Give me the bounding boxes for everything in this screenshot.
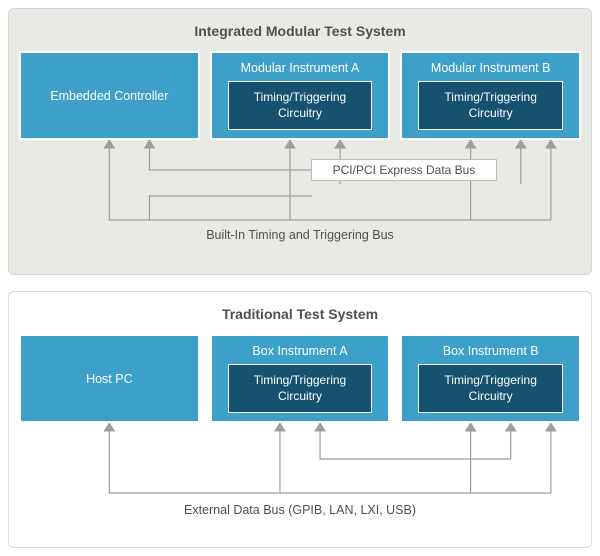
integrated-wires bbox=[19, 140, 581, 260]
box-instrument-a-block: Box Instrument A Timing/Triggering Circu… bbox=[210, 334, 391, 423]
timing-bus-caption: Built-In Timing and Triggering Bus bbox=[19, 228, 581, 242]
integrated-blocks-row: Embedded Controller Modular Instrument A… bbox=[19, 51, 581, 140]
modular-instrument-a-inner: Timing/Triggering Circuitry bbox=[228, 81, 373, 130]
traditional-panel: Traditional Test System Host PC Box Inst… bbox=[8, 291, 592, 548]
modular-instrument-b-inner: Timing/Triggering Circuitry bbox=[418, 81, 563, 130]
traditional-bus-area: External Data Bus (GPIB, LAN, LXI, USB) bbox=[19, 423, 581, 533]
modular-instrument-a-block: Modular Instrument A Timing/Triggering C… bbox=[210, 51, 391, 140]
external-bus-caption: External Data Bus (GPIB, LAN, LXI, USB) bbox=[19, 503, 581, 517]
embedded-controller-block: Embedded Controller bbox=[19, 51, 200, 140]
pci-bus-label: PCI/PCI Express Data Bus bbox=[333, 163, 476, 177]
traditional-blocks-row: Host PC Box Instrument A Timing/Triggeri… bbox=[19, 334, 581, 423]
pci-bus-bar: PCI/PCI Express Data Bus bbox=[311, 159, 497, 181]
box-instrument-b-block: Box Instrument B Timing/Triggering Circu… bbox=[400, 334, 581, 423]
modular-instrument-a-label: Modular Instrument A bbox=[241, 61, 360, 75]
integrated-panel: Integrated Modular Test System Embedded … bbox=[8, 8, 592, 275]
traditional-title: Traditional Test System bbox=[19, 306, 581, 322]
embedded-controller-label: Embedded Controller bbox=[50, 89, 168, 103]
modular-instrument-b-label: Modular Instrument B bbox=[431, 61, 551, 75]
box-instrument-b-inner: Timing/Triggering Circuitry bbox=[418, 364, 563, 413]
integrated-title: Integrated Modular Test System bbox=[19, 23, 581, 39]
box-instrument-b-label: Box Instrument B bbox=[443, 344, 539, 358]
box-instrument-a-inner: Timing/Triggering Circuitry bbox=[228, 364, 373, 413]
host-pc-block: Host PC bbox=[19, 334, 200, 423]
host-pc-label: Host PC bbox=[86, 372, 133, 386]
integrated-bus-area: PCI/PCI Express Data Bus Built-In Timing… bbox=[19, 140, 581, 260]
box-instrument-a-label: Box Instrument A bbox=[252, 344, 347, 358]
modular-instrument-b-block: Modular Instrument B Timing/Triggering C… bbox=[400, 51, 581, 140]
